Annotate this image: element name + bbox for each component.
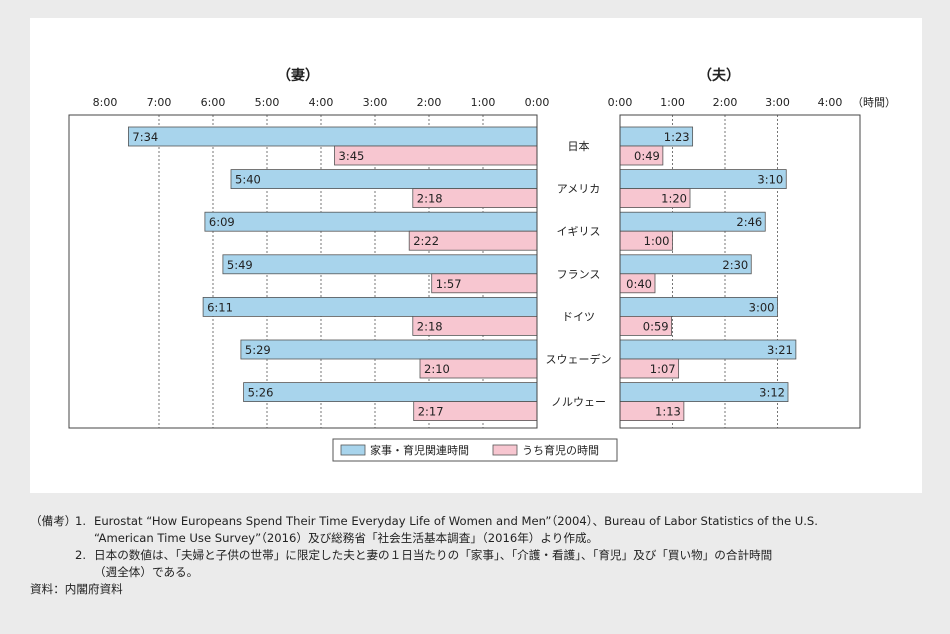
wife-total-label: 6:11 — [207, 300, 233, 314]
wife-tick-label: 8:00 — [93, 96, 118, 109]
legend-label-childcare: うち育児の時間 — [522, 443, 599, 457]
note-1-text-2: “American Time Use Survey”（2016）及び総務省「社会… — [94, 531, 599, 545]
wife-total-label: 5:40 — [235, 173, 261, 187]
husband-tick-label: 1:00 — [660, 96, 685, 109]
wife-total-bar — [222, 254, 538, 275]
legend-swatch-total — [340, 444, 366, 456]
legend-box — [332, 438, 618, 462]
note-2-number: 2. — [75, 548, 87, 562]
notes: （備考） 1. Eurostat “How Europeans Spend Th… — [30, 513, 945, 598]
note-2-text-1: 日本の数値は、「夫婦と子供の世帯」に限定した夫と妻の１日当たりの「家事」、「介護… — [94, 548, 773, 562]
wife-tick-label: 3:00 — [363, 96, 388, 109]
wife-childcare-label: 2:18 — [417, 319, 443, 333]
source-line: 資料：内閣府資料 — [30, 581, 945, 598]
husband-plot-frame — [619, 114, 861, 429]
husband-tick-label: 2:00 — [713, 96, 738, 109]
notes-prefix: （備考） — [30, 514, 77, 528]
chart: （妻） （夫） （時間） 8:00 7:00 6:00 5:00 4:00 3:00 2:0… — [68, 67, 896, 462]
category-label: イギリス — [557, 225, 601, 238]
wife-total-label: 5:29 — [245, 343, 271, 357]
legend-swatch-childcare — [492, 444, 518, 456]
wife-total-label: 5:26 — [248, 386, 274, 400]
husband-total-label: 2:46 — [736, 215, 762, 229]
husband-total-label: 2:30 — [722, 258, 748, 272]
husband-childcare-label: 1:00 — [644, 234, 670, 248]
wife-childcare-bar — [334, 145, 538, 166]
husband-total-label: 3:10 — [757, 173, 783, 187]
note-1-line-2: “American Time Use Survey”（2016）及び総務省「社会… — [30, 530, 945, 547]
wife-tick-label: 4:00 — [309, 96, 334, 109]
note-1-text-1: Eurostat “How Europeans Spend Their Time… — [94, 514, 818, 528]
wife-total-bar — [230, 169, 538, 190]
chart-panel: （妻） （夫） （時間） 8:00 7:00 6:00 5:00 4:00 3:00 2:0… — [30, 18, 922, 493]
wife-total-label: 7:34 — [132, 130, 158, 144]
husband-tick-label: 4:00 — [818, 96, 843, 109]
husband-tick-label: 0:00 — [608, 96, 633, 109]
wife-tick-label: 1:00 — [471, 96, 496, 109]
wife-panel-title: （妻） — [277, 67, 319, 84]
wife-childcare-label: 2:17 — [418, 405, 444, 419]
husband-childcare-label: 1:07 — [650, 362, 676, 376]
husband-childcare-label: 0:40 — [626, 277, 652, 291]
wife-tick-label: 6:00 — [201, 96, 226, 109]
category-label: フランス — [557, 268, 601, 281]
husband-total-label: 3:12 — [759, 386, 785, 400]
husband-axis-unit: （時間） — [852, 96, 896, 109]
wife-total-label: 5:49 — [227, 258, 253, 272]
husband-tick-label: 3:00 — [765, 96, 790, 109]
wife-tick-label: 2:00 — [417, 96, 442, 109]
wife-total-bar — [243, 382, 538, 403]
wife-total-bar — [128, 126, 538, 147]
category-label: ドイツ — [562, 310, 595, 323]
husband-childcare-label: 0:49 — [634, 149, 660, 163]
wife-childcare-label: 2:18 — [417, 192, 443, 206]
category-label: アメリカ — [557, 183, 600, 196]
wife-plot-frame — [68, 114, 538, 429]
source-text: 資料：内閣府資料 — [30, 582, 123, 596]
husband-childcare-label: 1:20 — [661, 192, 687, 206]
wife-childcare-label: 2:22 — [413, 234, 439, 248]
note-1-line-1: （備考） 1. Eurostat “How Europeans Spend Th… — [30, 513, 945, 530]
wife-total-bar — [204, 211, 538, 232]
category-label: スウェーデン — [546, 352, 612, 366]
wife-tick-label: 7:00 — [147, 96, 172, 109]
note-2-text-2: （週全体）である。 — [94, 565, 199, 579]
note-1-number: 1. — [75, 514, 87, 528]
wife-childcare-label: 2:10 — [424, 362, 450, 376]
wife-total-bar — [202, 296, 538, 317]
husband-childcare-label: 1:13 — [655, 405, 681, 419]
husband-childcare-label: 0:59 — [643, 319, 669, 333]
wife-childcare-label: 3:45 — [339, 149, 365, 163]
wife-tick-label: 5:00 — [255, 96, 280, 109]
husband-total-label: 3:00 — [749, 300, 775, 314]
wife-childcare-label: 1:57 — [436, 277, 462, 291]
category-label: 日本 — [568, 139, 590, 153]
wife-total-label: 6:09 — [209, 215, 235, 229]
husband-total-label: 3:21 — [767, 343, 793, 357]
wife-total-bar — [240, 339, 538, 360]
wife-tick-label: 0:00 — [525, 96, 550, 109]
category-label: ノルウェー — [551, 396, 606, 409]
note-2-line-1: 2. 日本の数値は、「夫婦と子供の世帯」に限定した夫と妻の１日当たりの「家事」、… — [30, 547, 945, 564]
husband-total-label: 1:23 — [664, 130, 690, 144]
husband-panel-title: （夫） — [698, 67, 740, 84]
note-2-line-2: （週全体）である。 — [30, 564, 945, 581]
legend-label-total: 家事・育児関連時間 — [370, 443, 469, 457]
